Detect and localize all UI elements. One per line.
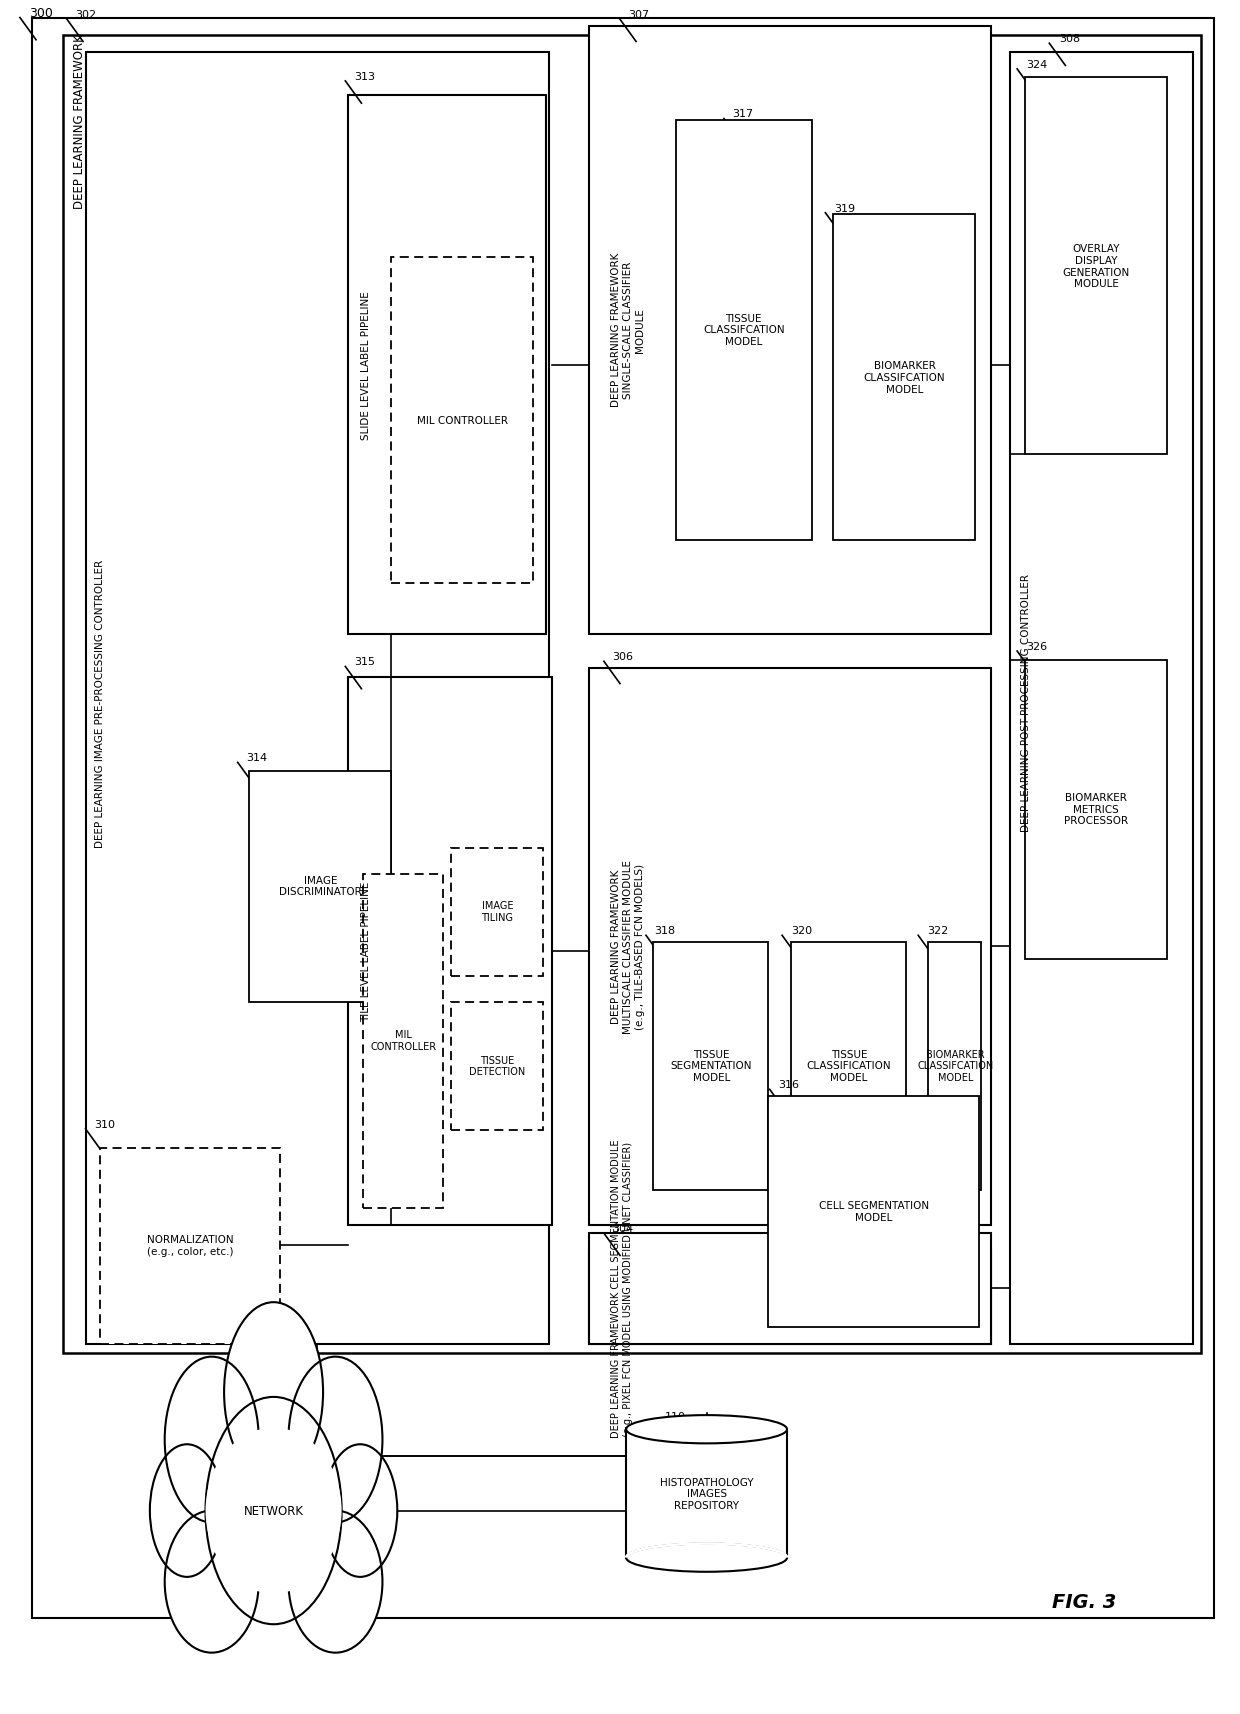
Text: IMAGE
TILING: IMAGE TILING bbox=[481, 902, 513, 922]
FancyBboxPatch shape bbox=[450, 848, 543, 977]
Text: 317: 317 bbox=[733, 110, 754, 120]
Text: 306: 306 bbox=[613, 651, 634, 662]
Text: HISTOPATHOLOGY
IMAGES
REPOSITORY: HISTOPATHOLOGY IMAGES REPOSITORY bbox=[660, 1477, 754, 1510]
Text: 322: 322 bbox=[926, 926, 949, 936]
FancyBboxPatch shape bbox=[347, 96, 546, 634]
Text: DEEP LEARNING FRAMEWORK
MULTISCALE CLASSIFIER MODULE
(e.g., TILE-BASED FCN MODEL: DEEP LEARNING FRAMEWORK MULTISCALE CLASS… bbox=[611, 859, 645, 1034]
Text: BIOMARKER
METRICS
PROCESSOR: BIOMARKER METRICS PROCESSOR bbox=[1064, 792, 1128, 826]
Text: 300: 300 bbox=[29, 7, 52, 21]
FancyBboxPatch shape bbox=[791, 943, 905, 1191]
Text: DEEP LEARNING FRAMEWORK
SINGLE-SCALE CLASSIFIER
MODULE: DEEP LEARNING FRAMEWORK SINGLE-SCALE CLA… bbox=[611, 252, 645, 408]
Text: DEEP LEARNING POST-PROCESSING CONTROLLER: DEEP LEARNING POST-PROCESSING CONTROLLER bbox=[1021, 574, 1030, 831]
Text: 315: 315 bbox=[353, 656, 374, 667]
Text: TILE LEVEL LABEL PIPELINE: TILE LEVEL LABEL PIPELINE bbox=[361, 881, 371, 1022]
Text: CELL SEGMENTATION
MODEL: CELL SEGMENTATION MODEL bbox=[818, 1200, 929, 1222]
Text: MIL
CONTROLLER: MIL CONTROLLER bbox=[371, 1030, 436, 1051]
FancyBboxPatch shape bbox=[362, 874, 443, 1208]
FancyBboxPatch shape bbox=[626, 1429, 787, 1558]
FancyBboxPatch shape bbox=[589, 1251, 991, 1345]
Text: OVERLAY
DISPLAY
GENERATION
MODULE: OVERLAY DISPLAY GENERATION MODULE bbox=[1063, 243, 1130, 290]
Ellipse shape bbox=[165, 1357, 259, 1522]
Text: TISSUE
DETECTION: TISSUE DETECTION bbox=[470, 1056, 526, 1076]
FancyBboxPatch shape bbox=[653, 943, 769, 1191]
FancyBboxPatch shape bbox=[86, 53, 549, 1345]
Text: 318: 318 bbox=[655, 926, 676, 936]
FancyBboxPatch shape bbox=[589, 1234, 991, 1345]
FancyBboxPatch shape bbox=[928, 943, 981, 1191]
FancyBboxPatch shape bbox=[1024, 660, 1167, 960]
Text: 320: 320 bbox=[791, 926, 812, 936]
FancyBboxPatch shape bbox=[63, 36, 1202, 1354]
FancyBboxPatch shape bbox=[589, 27, 991, 634]
Text: TISSUE
SEGMENTATION
MODEL: TISSUE SEGMENTATION MODEL bbox=[671, 1049, 753, 1082]
Ellipse shape bbox=[289, 1510, 382, 1652]
Text: 110: 110 bbox=[665, 1412, 686, 1421]
FancyBboxPatch shape bbox=[833, 216, 975, 540]
FancyBboxPatch shape bbox=[769, 1097, 978, 1328]
Text: 319: 319 bbox=[835, 204, 856, 214]
Ellipse shape bbox=[289, 1357, 382, 1522]
Text: TISSUE
CLASSIFICATION
MODEL: TISSUE CLASSIFICATION MODEL bbox=[806, 1049, 892, 1082]
Text: 302: 302 bbox=[76, 10, 97, 21]
Ellipse shape bbox=[626, 1544, 787, 1572]
Text: 312: 312 bbox=[281, 1371, 303, 1380]
Ellipse shape bbox=[150, 1445, 224, 1577]
FancyBboxPatch shape bbox=[249, 771, 391, 1003]
Ellipse shape bbox=[165, 1510, 259, 1652]
Text: 316: 316 bbox=[779, 1080, 800, 1090]
FancyBboxPatch shape bbox=[676, 122, 812, 540]
Text: DEEP LEARNING FRAMEWORK CELL SEGMENTATION MODULE
(e.g., PIXEL FCN MODEL USING MO: DEEP LEARNING FRAMEWORK CELL SEGMENTATIO… bbox=[611, 1140, 632, 1438]
Text: 104: 104 bbox=[202, 1522, 223, 1532]
Text: DEEP LEARNING FRAMEWORK: DEEP LEARNING FRAMEWORK bbox=[73, 34, 86, 209]
Text: 314: 314 bbox=[247, 752, 268, 763]
Text: 313: 313 bbox=[353, 72, 374, 82]
Text: FIG. 3: FIG. 3 bbox=[1052, 1592, 1116, 1611]
Text: 324: 324 bbox=[1025, 60, 1047, 70]
FancyBboxPatch shape bbox=[32, 19, 1214, 1618]
Text: SLIDE LEVEL LABEL PIPELINE: SLIDE LEVEL LABEL PIPELINE bbox=[361, 291, 371, 440]
Text: NETWORK: NETWORK bbox=[243, 1505, 304, 1517]
Text: TISSUE
CLASSIFCATION
MODEL: TISSUE CLASSIFCATION MODEL bbox=[703, 314, 785, 346]
Text: NORMALIZATION
(e.g., color, etc.): NORMALIZATION (e.g., color, etc.) bbox=[148, 1234, 234, 1256]
FancyBboxPatch shape bbox=[100, 1148, 280, 1345]
Text: BIOMARKER
CLASSIFCATION
MODEL: BIOMARKER CLASSIFCATION MODEL bbox=[864, 362, 945, 394]
Text: 307: 307 bbox=[629, 10, 650, 21]
Text: 310: 310 bbox=[94, 1119, 115, 1130]
Text: 326: 326 bbox=[1025, 641, 1047, 651]
Ellipse shape bbox=[626, 1416, 787, 1443]
FancyBboxPatch shape bbox=[347, 677, 552, 1226]
Text: DEEP LEARNING IMAGE PRE-PROCESSING CONTROLLER: DEEP LEARNING IMAGE PRE-PROCESSING CONTR… bbox=[95, 559, 105, 847]
Text: 308: 308 bbox=[1059, 34, 1080, 45]
Ellipse shape bbox=[206, 1397, 342, 1625]
Ellipse shape bbox=[324, 1445, 397, 1577]
FancyBboxPatch shape bbox=[1009, 53, 1193, 1345]
FancyBboxPatch shape bbox=[1024, 79, 1167, 454]
Ellipse shape bbox=[206, 1428, 342, 1594]
Text: 304: 304 bbox=[613, 1224, 634, 1234]
Ellipse shape bbox=[224, 1303, 324, 1483]
Text: MIL CONTROLLER: MIL CONTROLLER bbox=[418, 415, 508, 425]
Text: BIOMARKER
CLASSIFCATION
MODEL: BIOMARKER CLASSIFCATION MODEL bbox=[918, 1049, 993, 1082]
FancyBboxPatch shape bbox=[589, 668, 991, 1226]
FancyBboxPatch shape bbox=[391, 259, 533, 583]
Text: IMAGE
DISCRIMINATOR: IMAGE DISCRIMINATOR bbox=[279, 876, 362, 896]
FancyBboxPatch shape bbox=[450, 1003, 543, 1131]
